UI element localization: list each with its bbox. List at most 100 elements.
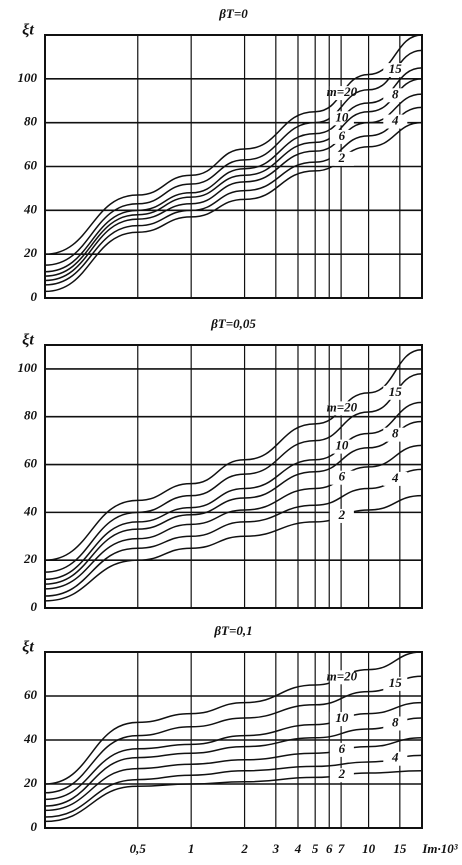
curve-label: 2	[338, 507, 346, 522]
y-tick-label: 20	[23, 775, 38, 790]
curve	[44, 34, 423, 255]
curve	[44, 770, 423, 823]
curve-label-bg	[383, 676, 408, 691]
y-axis-label: ξt	[22, 639, 34, 656]
y-tick-label: 40	[23, 201, 38, 216]
y-tick-label: 0	[31, 289, 38, 304]
curve-label: 6	[339, 741, 346, 756]
curve	[44, 737, 423, 812]
y-tick-label: 80	[24, 408, 38, 423]
curve-label-bg	[329, 470, 354, 485]
curve-label-bg	[329, 151, 354, 166]
y-tick-label: 100	[18, 70, 38, 85]
curve-label: 8	[392, 426, 399, 441]
y-tick-label: 60	[24, 687, 38, 702]
chart-title: βT=0,05	[210, 316, 256, 331]
x-axis-label: Iт·10³	[421, 841, 458, 856]
curve-label: m=20	[327, 399, 358, 414]
curve	[44, 717, 423, 807]
curve-label-bg	[383, 88, 408, 103]
x-tick-label: 1	[188, 841, 195, 856]
y-tick-label: 0	[31, 599, 38, 614]
curve	[44, 67, 423, 273]
curve	[44, 401, 423, 581]
chart-title: βT=0	[218, 6, 248, 21]
curve	[44, 754, 423, 818]
curve	[44, 78, 423, 277]
y-axis-label: ξt	[22, 332, 34, 349]
curve-label: 6	[339, 128, 346, 143]
curve-label-bg	[329, 439, 354, 454]
curve-label-bg	[383, 63, 408, 78]
curve-label-bg	[383, 114, 408, 129]
curve	[44, 372, 423, 573]
curve-label-bg	[329, 401, 354, 416]
curve-label-bg	[329, 111, 354, 126]
x-tick-label: 15	[393, 841, 407, 856]
curve	[44, 494, 423, 602]
x-tick-label: 6	[326, 841, 333, 856]
curve-label: 2	[338, 766, 346, 781]
curve-label-bg	[329, 86, 354, 101]
y-tick-label: 60	[24, 456, 38, 471]
curve-label: 8	[392, 86, 399, 101]
curve-label: 4	[391, 113, 399, 128]
x-tick-label: 7	[338, 841, 345, 856]
curve	[44, 701, 423, 801]
plot-border	[44, 344, 423, 609]
curve-label-bg	[383, 751, 408, 766]
curve-label: 15	[389, 675, 403, 690]
curve-label-bg	[383, 471, 408, 486]
curve	[44, 49, 423, 266]
x-tick-label: 3	[272, 841, 280, 856]
y-tick-label: 40	[23, 503, 38, 518]
curve-label: 4	[391, 750, 399, 765]
plot-border	[44, 651, 423, 829]
curve	[44, 468, 423, 597]
curve-label: 6	[339, 469, 346, 484]
curve-label-bg	[329, 742, 354, 757]
curve-label-bg	[329, 670, 354, 685]
x-tick-label: 2	[240, 841, 248, 856]
curve-label: 4	[391, 470, 399, 485]
curve-label-bg	[383, 385, 408, 400]
curve-label: 10	[335, 710, 349, 725]
curve	[44, 651, 423, 785]
y-tick-label: 20	[23, 245, 38, 260]
curve-label-bg	[329, 712, 354, 727]
curve-label: 8	[392, 714, 399, 729]
chart-title: βT=0,1	[213, 623, 252, 638]
x-tick-label: 4	[294, 841, 302, 856]
curve	[44, 106, 423, 286]
x-tick-label: 0,5	[130, 841, 147, 856]
x-tick-label: 5	[312, 841, 319, 856]
curve-label: m=20	[327, 668, 358, 683]
curve-label: 10	[335, 438, 349, 453]
curve-label: m=20	[327, 84, 358, 99]
curve	[44, 420, 423, 585]
curve-label-bg	[329, 768, 354, 783]
curve	[44, 675, 423, 794]
y-tick-label: 40	[23, 731, 38, 746]
x-tick-label: 10	[362, 841, 376, 856]
curve	[44, 349, 423, 561]
curve	[44, 444, 423, 590]
curve-label: 15	[389, 61, 403, 76]
curve-label: 2	[338, 150, 346, 165]
curve	[44, 93, 423, 282]
curve-label-bg	[383, 427, 408, 442]
plot-border	[44, 34, 423, 299]
y-axis-label: ξt	[22, 22, 34, 39]
y-tick-label: 60	[24, 157, 38, 172]
curve-label-bg	[329, 508, 354, 523]
curve	[44, 121, 423, 293]
curve-label-bg	[329, 129, 354, 144]
curve-label: 15	[389, 384, 403, 399]
y-tick-label: 20	[23, 551, 38, 566]
y-tick-label: 100	[18, 360, 38, 375]
y-tick-label: 0	[31, 819, 38, 834]
curve-label-bg	[383, 716, 408, 731]
curve-label: 10	[335, 109, 349, 124]
y-tick-label: 80	[24, 114, 38, 129]
